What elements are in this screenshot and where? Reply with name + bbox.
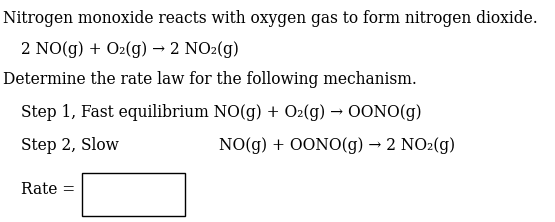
Text: Step 2, Slow: Step 2, Slow (21, 137, 119, 154)
Text: Step 1, Fast equilibrium NO(g) + O₂(g) → OONO(g): Step 1, Fast equilibrium NO(g) + O₂(g) →… (21, 104, 422, 121)
Text: Nitrogen monoxide reacts with oxygen gas to form nitrogen dioxide.: Nitrogen monoxide reacts with oxygen gas… (3, 10, 538, 27)
Text: Rate =: Rate = (21, 181, 75, 198)
Text: NO(g) + OONO(g) → 2 NO₂(g): NO(g) + OONO(g) → 2 NO₂(g) (219, 137, 455, 154)
Text: Determine the rate law for the following mechanism.: Determine the rate law for the following… (3, 71, 417, 89)
Bar (82, 173, 185, 216)
Text: 2 NO(g) + O₂(g) → 2 NO₂(g): 2 NO(g) + O₂(g) → 2 NO₂(g) (21, 41, 239, 58)
